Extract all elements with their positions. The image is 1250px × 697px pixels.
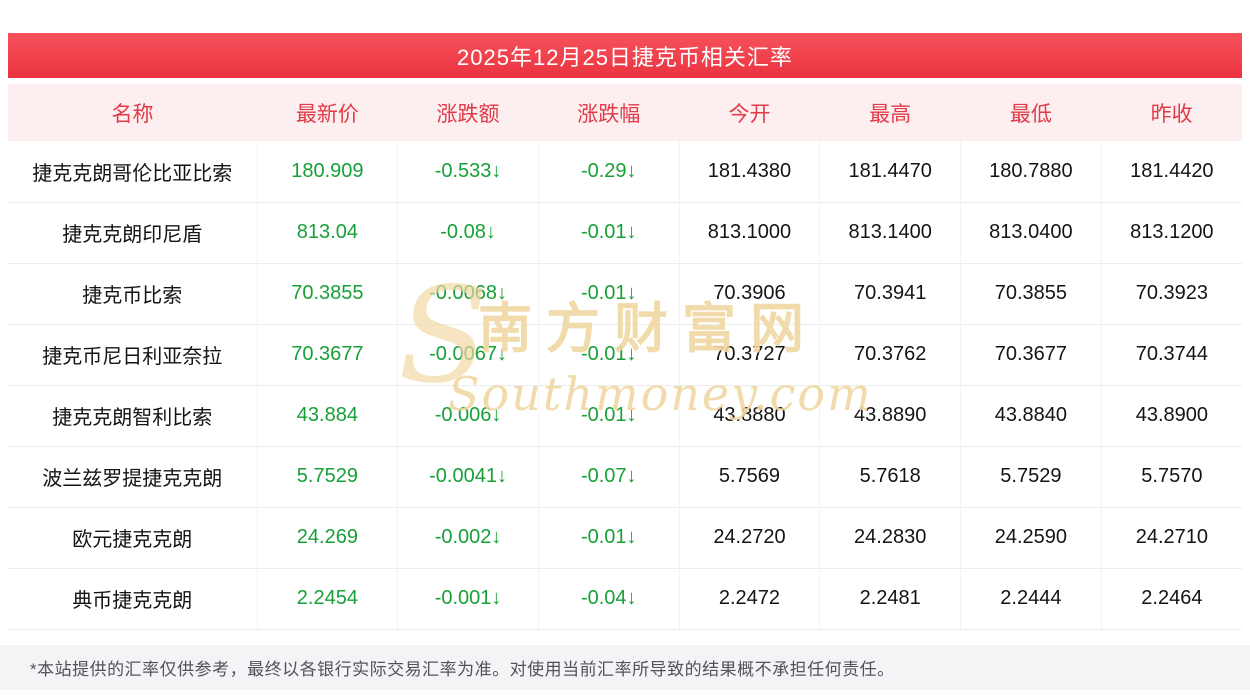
- table-cell: 813.1000: [679, 202, 821, 264]
- table-cell: -0.0041↓: [397, 446, 539, 508]
- table-cell: 70.3855: [257, 263, 399, 325]
- table-header-row: 名称 最新价 涨跌额 涨跌幅 今开 最高 最低 昨收: [8, 84, 1242, 141]
- table-cell: 813.1200: [1101, 202, 1242, 264]
- currency-pair-name: 波兰兹罗提捷克克朗: [8, 446, 258, 508]
- table-body: 捷克克朗哥伦比亚比索 180.909 -0.533↓ -0.29↓ 181.4380 18…: [8, 141, 1242, 630]
- table-cell: -0.04↓: [538, 568, 680, 630]
- table-cell: 70.3762: [819, 324, 962, 386]
- column-header-name: 名称: [8, 84, 257, 141]
- table-cell: 2.2481: [819, 568, 962, 630]
- table-row: 捷克克朗印尼盾 813.04 -0.08↓ -0.01↓ 813.1000 813.140…: [8, 202, 1242, 264]
- table-cell: 70.3906: [679, 263, 821, 325]
- column-header-high: 最高: [819, 84, 961, 141]
- table-row: 捷克克朗哥伦比亚比索 180.909 -0.533↓ -0.29↓ 181.4380 18…: [8, 141, 1242, 203]
- disclaimer-text: *本站提供的汇率仅供参考，最终以各银行实际交易汇率为准。对使用当前汇率所导致的结…: [30, 660, 895, 679]
- table-cell: -0.006↓: [397, 385, 539, 447]
- table-cell: -0.07↓: [538, 446, 680, 508]
- table-cell: -0.533↓: [397, 141, 539, 203]
- table-cell: 5.7570: [1101, 446, 1242, 508]
- table-cell: -0.001↓: [397, 568, 539, 630]
- table-cell: 43.8880: [679, 385, 821, 447]
- currency-pair-name: 捷克克朗印尼盾: [8, 202, 258, 264]
- table-cell: 24.2590: [960, 507, 1102, 569]
- table-cell: 43.884: [257, 385, 399, 447]
- table-cell: 180.7880: [960, 141, 1102, 203]
- table-cell: 2.2464: [1101, 568, 1242, 630]
- table-row: 波兰兹罗提捷克克朗 5.7529 -0.0041↓ -0.07↓ 5.7569 5.761…: [8, 446, 1242, 508]
- table-cell: 43.8840: [960, 385, 1102, 447]
- table-cell: 70.3923: [1101, 263, 1242, 325]
- column-header-open: 今开: [679, 84, 820, 141]
- table-cell: 180.909: [257, 141, 399, 203]
- table-cell: 70.3677: [257, 324, 399, 386]
- table-cell: 70.3855: [960, 263, 1102, 325]
- page-title: 2025年12月25日捷克币相关汇率: [457, 44, 793, 70]
- table-cell: -0.29↓: [538, 141, 680, 203]
- table-cell: -0.01↓: [538, 202, 680, 264]
- table-cell: -0.01↓: [538, 385, 680, 447]
- table-cell: 70.3677: [960, 324, 1102, 386]
- rates-table: 名称 最新价 涨跌额 涨跌幅 今开 最高 最低 昨收 捷克克朗哥伦比亚比索 180…: [8, 84, 1242, 630]
- column-header-change: 涨跌额: [397, 84, 539, 141]
- table-row: 捷克克朗智利比索 43.884 -0.006↓ -0.01↓ 43.8880 43.889…: [8, 385, 1242, 447]
- table-cell: 24.2720: [679, 507, 821, 569]
- table-cell: 2.2454: [257, 568, 399, 630]
- table-cell: 5.7569: [679, 446, 821, 508]
- table-cell: 24.2830: [819, 507, 962, 569]
- table-cell: -0.002↓: [397, 507, 539, 569]
- currency-pair-name: 捷克币尼日利亚奈拉: [8, 324, 258, 386]
- table-cell: 813.04: [257, 202, 399, 264]
- table-cell: 70.3744: [1101, 324, 1242, 386]
- table-cell: 43.8890: [819, 385, 962, 447]
- table-cell: -0.08↓: [397, 202, 539, 264]
- table-row: 捷克币尼日利亚奈拉 70.3677 -0.0067↓ -0.01↓ 70.3727 70.…: [8, 324, 1242, 386]
- table-cell: 24.269: [257, 507, 399, 569]
- table-cell: 181.4470: [819, 141, 962, 203]
- table-cell: 5.7529: [960, 446, 1102, 508]
- page-title-bar: 2025年12月25日捷克币相关汇率: [8, 33, 1242, 78]
- table-cell: 2.2444: [960, 568, 1102, 630]
- table-cell: -0.01↓: [538, 324, 680, 386]
- column-header-low: 最低: [960, 84, 1102, 141]
- currency-pair-name: 捷克币比索: [8, 263, 258, 325]
- currency-pair-name: 捷克克朗哥伦比亚比索: [8, 141, 258, 203]
- table-row: 典币捷克克朗 2.2454 -0.001↓ -0.04↓ 2.2472 2.2481 2.2…: [8, 568, 1242, 630]
- table-cell: -0.0068↓: [397, 263, 539, 325]
- table-cell: 181.4420: [1101, 141, 1242, 203]
- disclaimer-bar: *本站提供的汇率仅供参考，最终以各银行实际交易汇率为准。对使用当前汇率所导致的结…: [0, 645, 1250, 690]
- table-cell: 24.2710: [1101, 507, 1242, 569]
- currency-pair-name: 典币捷克克朗: [8, 568, 258, 630]
- column-header-prev-close: 昨收: [1101, 84, 1242, 141]
- table-cell: 5.7618: [819, 446, 962, 508]
- table-cell: 181.4380: [679, 141, 821, 203]
- table-cell: 70.3941: [819, 263, 962, 325]
- table-cell: 813.1400: [819, 202, 962, 264]
- table-cell: 813.0400: [960, 202, 1102, 264]
- table-cell: -0.01↓: [538, 507, 680, 569]
- table-cell: 5.7529: [257, 446, 399, 508]
- column-header-change-pct: 涨跌幅: [538, 84, 680, 141]
- table-cell: -0.0067↓: [397, 324, 539, 386]
- column-header-latest: 最新价: [257, 84, 398, 141]
- table-cell: -0.01↓: [538, 263, 680, 325]
- table-cell: 2.2472: [679, 568, 821, 630]
- currency-pair-name: 捷克克朗智利比索: [8, 385, 258, 447]
- table-row: 欧元捷克克朗 24.269 -0.002↓ -0.01↓ 24.2720 24.2830 2…: [8, 507, 1242, 569]
- table-row: 捷克币比索 70.3855 -0.0068↓ -0.01↓ 70.3906 70.3941…: [8, 263, 1242, 325]
- currency-pair-name: 欧元捷克克朗: [8, 507, 258, 569]
- table-cell: 70.3727: [679, 324, 821, 386]
- table-cell: 43.8900: [1101, 385, 1242, 447]
